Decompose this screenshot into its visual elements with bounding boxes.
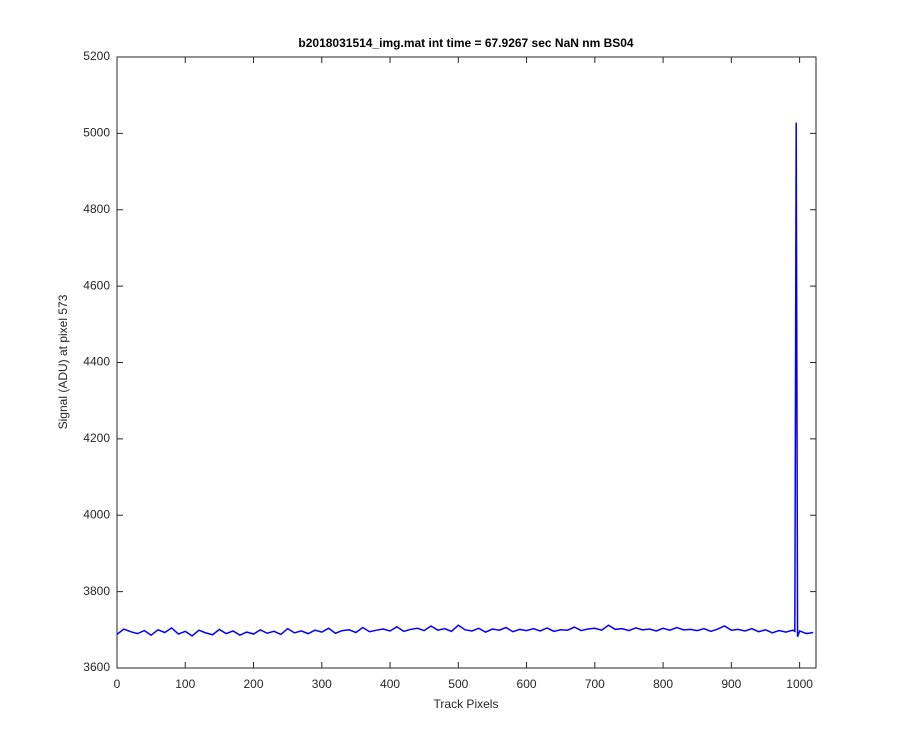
- y-axis-label: Signal (ADU) at pixel 573: [56, 294, 70, 429]
- x-tick-label: 0: [114, 677, 121, 691]
- y-tick-label: 3600: [83, 660, 110, 674]
- x-tick-label: 300: [312, 677, 332, 691]
- x-tick-label: 100: [175, 677, 195, 691]
- y-tick-label: 4400: [83, 355, 110, 369]
- x-tick-label: 800: [653, 677, 673, 691]
- data-line: [116, 122, 814, 637]
- x-tick-label: 900: [721, 677, 741, 691]
- x-tick-label: 200: [244, 677, 264, 691]
- x-tick-label: 500: [448, 677, 468, 691]
- x-tick-label: 400: [380, 677, 400, 691]
- x-tick-label: 600: [517, 677, 537, 691]
- y-tick-label: 5200: [83, 49, 110, 63]
- y-tick-label: 5000: [83, 126, 110, 140]
- y-tick-label: 4600: [83, 278, 110, 292]
- chart-title: b2018031514_img.mat int time = 67.9267 s…: [298, 36, 634, 50]
- y-tick-label: 4200: [83, 431, 110, 445]
- x-tick-label: 1000: [786, 677, 813, 691]
- y-tick-label: 3800: [83, 584, 110, 598]
- plot-area: [116, 56, 817, 669]
- x-tick-label: 700: [585, 677, 605, 691]
- x-axis-label: Track Pixels: [434, 697, 499, 711]
- y-tick-label: 4800: [83, 202, 110, 216]
- y-tick-label: 4000: [83, 507, 110, 521]
